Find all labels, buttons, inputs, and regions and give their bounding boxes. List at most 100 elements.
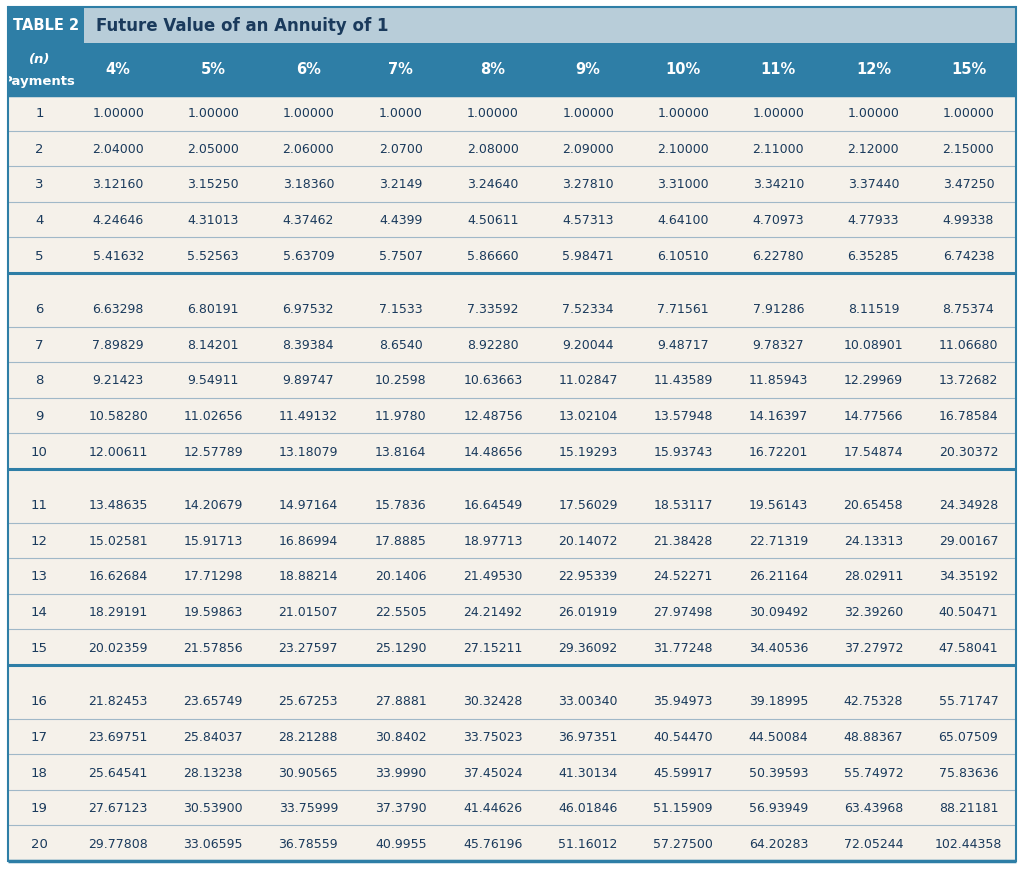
Text: 1.00000: 1.00000 xyxy=(848,107,899,120)
Text: 1: 1 xyxy=(35,107,44,120)
Text: 1.00000: 1.00000 xyxy=(467,107,519,120)
Text: 20.02359: 20.02359 xyxy=(88,641,147,654)
Bar xyxy=(8,328,1016,362)
Text: 15.7836: 15.7836 xyxy=(375,499,427,512)
Text: 16.64549: 16.64549 xyxy=(464,499,522,512)
Text: 10.08901: 10.08901 xyxy=(844,339,903,351)
Text: 15.02581: 15.02581 xyxy=(88,534,148,547)
Text: 26.01919: 26.01919 xyxy=(558,606,617,619)
Text: 3.12160: 3.12160 xyxy=(92,178,144,191)
Text: 33.06595: 33.06595 xyxy=(183,837,243,850)
Text: 41.44626: 41.44626 xyxy=(464,801,522,814)
Text: 6.10510: 6.10510 xyxy=(657,249,709,262)
Text: 21.38428: 21.38428 xyxy=(653,534,713,547)
Text: 30.8402: 30.8402 xyxy=(375,730,427,743)
Text: 18.29191: 18.29191 xyxy=(88,606,147,619)
Text: 33.75999: 33.75999 xyxy=(279,801,338,814)
Text: 57.27500: 57.27500 xyxy=(653,837,713,850)
Text: 36.78559: 36.78559 xyxy=(279,837,338,850)
Bar xyxy=(8,131,1016,167)
Text: 8.14201: 8.14201 xyxy=(187,339,239,351)
Text: 24.52271: 24.52271 xyxy=(653,570,713,583)
Text: 1.00000: 1.00000 xyxy=(92,107,144,120)
Text: 45.59917: 45.59917 xyxy=(653,766,713,779)
Text: 23.69751: 23.69751 xyxy=(88,730,147,743)
Text: 7.71561: 7.71561 xyxy=(657,303,709,316)
Text: 2.11000: 2.11000 xyxy=(753,143,804,156)
Bar xyxy=(8,523,1016,559)
Text: 33.9990: 33.9990 xyxy=(375,766,426,779)
Text: 9%: 9% xyxy=(575,63,601,77)
Text: 7%: 7% xyxy=(388,63,413,77)
Text: 11.85943: 11.85943 xyxy=(749,374,808,387)
Text: 2.15000: 2.15000 xyxy=(942,143,994,156)
Text: 13: 13 xyxy=(31,570,48,583)
Text: 21.01507: 21.01507 xyxy=(279,606,338,619)
Text: 21.57856: 21.57856 xyxy=(183,641,243,654)
Bar xyxy=(8,202,1016,238)
Text: 16.72201: 16.72201 xyxy=(749,445,808,458)
Bar xyxy=(8,719,1016,754)
Text: 28.13238: 28.13238 xyxy=(183,766,243,779)
Text: 37.45024: 37.45024 xyxy=(463,766,523,779)
Text: 14.77566: 14.77566 xyxy=(844,409,903,422)
Text: 30.32428: 30.32428 xyxy=(464,694,523,707)
Bar xyxy=(8,398,1016,434)
Text: 4.77933: 4.77933 xyxy=(848,214,899,227)
Text: 4: 4 xyxy=(35,214,43,227)
Text: 20.14072: 20.14072 xyxy=(558,534,617,547)
Text: 23.65749: 23.65749 xyxy=(183,694,243,707)
Text: 11.49132: 11.49132 xyxy=(279,409,338,422)
Text: 12.57789: 12.57789 xyxy=(183,445,243,458)
Text: 9.89747: 9.89747 xyxy=(283,374,334,387)
Text: 4.24646: 4.24646 xyxy=(92,214,143,227)
Text: (n): (n) xyxy=(29,53,50,66)
Text: 13.02104: 13.02104 xyxy=(558,409,617,422)
Text: 3.31000: 3.31000 xyxy=(657,178,709,191)
Bar xyxy=(8,630,1016,666)
Text: 7.52334: 7.52334 xyxy=(562,303,614,316)
Text: 55.74972: 55.74972 xyxy=(844,766,903,779)
Text: 21.49530: 21.49530 xyxy=(464,570,523,583)
Text: 7: 7 xyxy=(35,339,44,351)
Text: 65.07509: 65.07509 xyxy=(939,730,998,743)
Text: 8.11519: 8.11519 xyxy=(848,303,899,316)
Text: 14.97164: 14.97164 xyxy=(279,499,338,512)
Text: 3.47250: 3.47250 xyxy=(943,178,994,191)
Text: 44.50084: 44.50084 xyxy=(749,730,808,743)
Text: 17.71298: 17.71298 xyxy=(183,570,243,583)
Text: 9.78327: 9.78327 xyxy=(753,339,804,351)
Text: 15.19293: 15.19293 xyxy=(558,445,617,458)
Text: 13.48635: 13.48635 xyxy=(88,499,147,512)
Text: 45.76196: 45.76196 xyxy=(464,837,523,850)
Text: 4.4399: 4.4399 xyxy=(379,214,423,227)
Text: 13.57948: 13.57948 xyxy=(653,409,713,422)
Text: 20: 20 xyxy=(31,837,48,850)
Text: 17.8885: 17.8885 xyxy=(375,534,427,547)
Text: 36.97351: 36.97351 xyxy=(558,730,617,743)
Text: 12.00611: 12.00611 xyxy=(88,445,147,458)
Text: 27.97498: 27.97498 xyxy=(653,606,713,619)
Text: 8%: 8% xyxy=(480,63,506,77)
Text: 11: 11 xyxy=(31,499,48,512)
Text: 25.67253: 25.67253 xyxy=(279,694,338,707)
Text: 29.36092: 29.36092 xyxy=(558,641,617,654)
Text: 18.88214: 18.88214 xyxy=(279,570,338,583)
Text: 102.44358: 102.44358 xyxy=(935,837,1002,850)
Text: 3.15250: 3.15250 xyxy=(187,178,239,191)
Text: 12%: 12% xyxy=(856,63,891,77)
Text: 4.31013: 4.31013 xyxy=(187,214,239,227)
Text: 2: 2 xyxy=(35,143,44,156)
Text: 16.62684: 16.62684 xyxy=(88,570,147,583)
Text: 3.24640: 3.24640 xyxy=(467,178,519,191)
Text: 41.30134: 41.30134 xyxy=(558,766,617,779)
Text: 13.18079: 13.18079 xyxy=(279,445,338,458)
Text: 19.56143: 19.56143 xyxy=(749,499,808,512)
Text: 40.54470: 40.54470 xyxy=(653,730,713,743)
Text: 3.37440: 3.37440 xyxy=(848,178,899,191)
Text: 1.00000: 1.00000 xyxy=(942,107,994,120)
Text: 17.56029: 17.56029 xyxy=(558,499,617,512)
Text: 35.94973: 35.94973 xyxy=(653,694,713,707)
Text: 25.64541: 25.64541 xyxy=(88,766,147,779)
Text: 3.27810: 3.27810 xyxy=(562,178,614,191)
